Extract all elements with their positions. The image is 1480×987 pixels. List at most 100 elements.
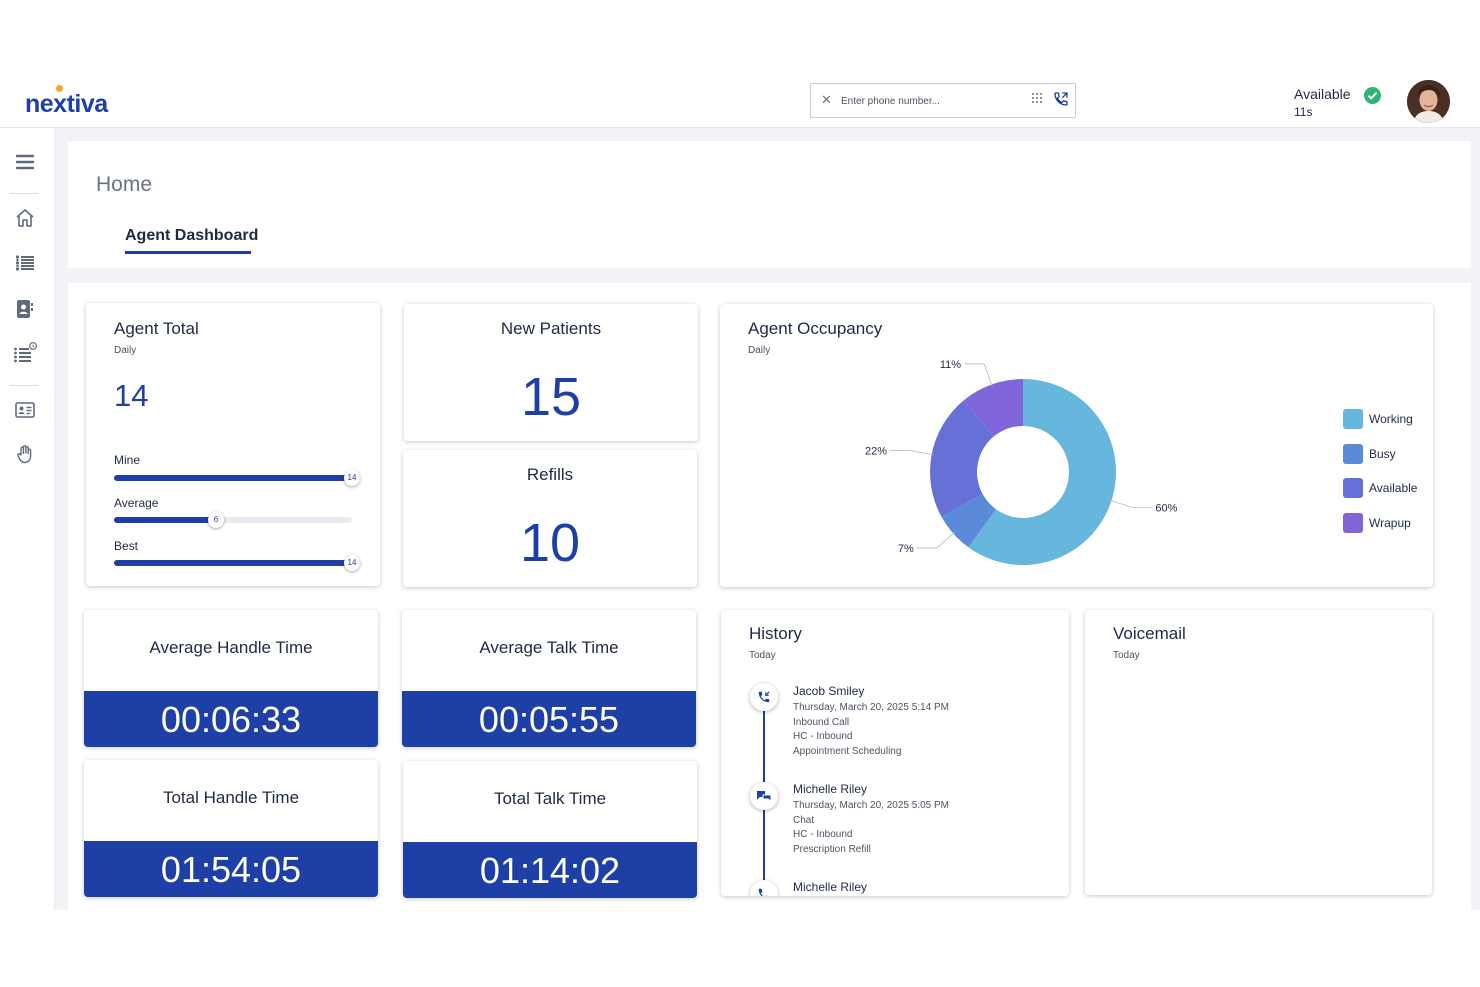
history-type: Chat	[793, 814, 815, 826]
timer-value: 00:05:55	[402, 691, 696, 747]
list-icon[interactable]	[13, 251, 37, 275]
progress-bar-average: 6	[114, 512, 352, 528]
legend-swatch	[1343, 513, 1363, 533]
contacts-book-icon[interactable]	[13, 297, 37, 321]
donut-data-label: 22%	[865, 445, 887, 457]
donut-slice-wrapup[interactable]	[963, 379, 1023, 437]
user-avatar[interactable]	[1407, 80, 1450, 123]
voicemail-card: Voicemail Today	[1085, 610, 1432, 895]
donut-slice-busy[interactable]	[941, 494, 996, 548]
legend-item-busy: Busy	[1343, 444, 1396, 464]
dialpad-icon[interactable]	[1031, 92, 1043, 107]
history-item[interactable]: Jacob Smiley Thursday, March 20, 2025 5:…	[793, 684, 949, 759]
bar-fill	[114, 475, 352, 481]
new-patients-card: New Patients 15	[404, 304, 698, 441]
bar-knob: 14	[344, 470, 360, 486]
donut-slice-working[interactable]	[968, 379, 1116, 565]
bar-label-average: Average	[114, 496, 159, 510]
legend-swatch	[1343, 478, 1363, 498]
history-queue: HC - Inbound	[793, 829, 853, 840]
legend-swatch	[1343, 409, 1363, 429]
agent-status[interactable]: Available 11s	[1294, 86, 1351, 119]
card-title: Agent Total	[114, 319, 199, 338]
chat-icon	[750, 782, 778, 810]
timer-value: 00:06:33	[84, 691, 378, 747]
history-topic: Prescription Refill	[793, 843, 871, 855]
home-icon[interactable]	[13, 206, 37, 230]
history-card: History Today Jacob Smiley Thursday, Mar…	[721, 610, 1069, 896]
occupancy-donut-chart: 60% 7% 22% 11%	[865, 360, 1178, 565]
clear-icon[interactable]: ✕	[821, 92, 832, 107]
status-label: Available	[1294, 86, 1351, 102]
history-queue: HC - Inbound	[793, 731, 853, 742]
card-title: Total Talk Time	[493, 789, 607, 808]
history-topic: Appointment Scheduling	[793, 745, 902, 757]
total-handle-time-card: Total Handle Time 01:54:05	[84, 760, 378, 897]
progress-bar-best: 14	[114, 555, 360, 571]
nextiva-logo[interactable]: nextiva	[25, 85, 108, 119]
phone-dial-box: ✕	[810, 83, 1076, 118]
logo-dot	[56, 85, 63, 92]
raised-hand-icon[interactable]	[13, 442, 37, 466]
tab-agent-dashboard[interactable]: Agent Dashboard	[125, 227, 259, 244]
total-talk-time-card: Total Talk Time 01:14:02	[403, 761, 697, 898]
sidebar-divider	[10, 385, 38, 386]
donut-leader-line	[890, 450, 934, 456]
card-title: Average Talk Time	[479, 638, 619, 657]
phone-number-input[interactable]	[841, 92, 1021, 110]
card-title: Agent Occupancy	[748, 319, 883, 338]
legend-item-working: Working	[1343, 409, 1413, 429]
card-period: Today	[1113, 650, 1140, 661]
legend-item-available: Available	[1343, 478, 1417, 498]
bar-label-best: Best	[114, 539, 139, 553]
legend-item-wrapup: Wrapup	[1343, 513, 1411, 533]
donut-data-label: 60%	[1155, 503, 1177, 515]
refills-value: 10	[519, 513, 581, 573]
top-header: nextiva ✕ Available 11s	[0, 70, 1480, 128]
card-title: Total Handle Time	[162, 788, 300, 807]
bar-knob: 6	[208, 512, 224, 528]
timer-value: 01:14:02	[403, 842, 697, 898]
progress-bar-mine: 14	[114, 470, 360, 486]
agent-total-value: 14	[114, 378, 149, 413]
legend-label: Working	[1369, 412, 1413, 426]
legend-swatch	[1343, 444, 1363, 464]
refills-card: Refills 10	[403, 450, 697, 587]
id-card-icon[interactable]	[13, 398, 37, 422]
donut-leader-line	[964, 363, 993, 387]
average-talk-time-card: Average Talk Time 00:05:55	[402, 610, 696, 747]
history-item[interactable]: Michelle Riley	[793, 880, 867, 896]
list-clock-icon[interactable]	[13, 341, 37, 365]
card-title: New Patients	[500, 319, 602, 338]
phone-call-icon[interactable]	[1053, 91, 1069, 112]
check-circle-icon	[1364, 87, 1381, 104]
donut-slice-available[interactable]	[930, 400, 994, 517]
donut-data-label: 11%	[940, 360, 961, 371]
card-period: Daily	[748, 345, 771, 356]
legend-label: Available	[1369, 481, 1418, 495]
card-period: Daily	[114, 345, 137, 356]
inbound-call-icon	[750, 683, 778, 711]
hamburger-menu-icon[interactable]	[13, 150, 37, 174]
history-datetime: Thursday, March 20, 2025 5:05 PM	[793, 800, 950, 811]
bar-label-mine: Mine	[114, 453, 141, 467]
average-handle-time-card: Average Handle Time 00:06:33	[84, 610, 378, 747]
page-title: Home	[96, 173, 153, 196]
status-timer: 11s	[1294, 105, 1313, 119]
legend-label: Busy	[1369, 447, 1396, 461]
bar-knob: 14	[344, 555, 360, 571]
bar-fill	[114, 517, 216, 523]
history-contact-name: Jacob Smiley	[793, 684, 865, 698]
donut-leader-line	[916, 531, 956, 549]
timer-value: 01:54:05	[84, 841, 378, 897]
page-header-panel: Home Agent Dashboard	[68, 141, 1471, 268]
history-contact-name: Michelle Riley	[793, 782, 868, 796]
history-item[interactable]: Michelle Riley Thursday, March 20, 2025 …	[793, 782, 949, 857]
card-title: Voicemail	[1113, 624, 1186, 643]
legend-label: Wrapup	[1369, 516, 1411, 530]
inbound-call-icon	[750, 880, 778, 896]
card-title: History	[749, 624, 802, 643]
card-title: Refills	[526, 465, 574, 484]
new-patients-value: 15	[520, 367, 582, 427]
